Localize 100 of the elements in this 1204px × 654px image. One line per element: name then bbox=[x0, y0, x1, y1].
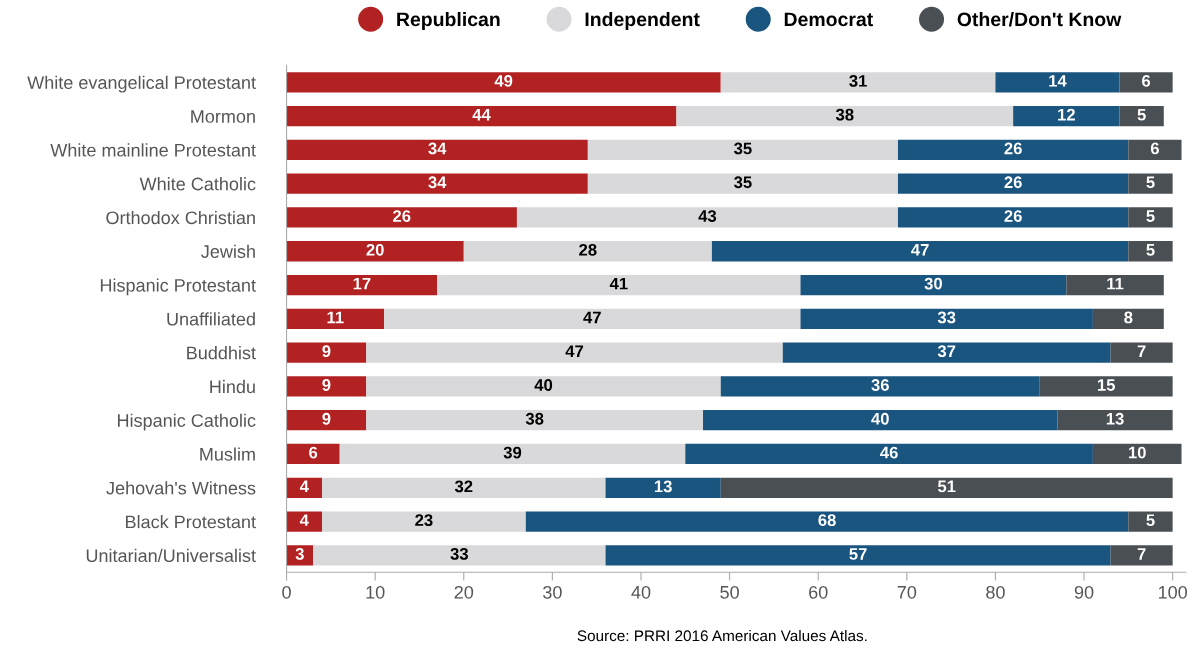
data-label: 7 bbox=[1137, 548, 1146, 560]
x-tick-label: 40 bbox=[631, 585, 651, 599]
bar bbox=[1128, 173, 1173, 194]
data-label: 68 bbox=[818, 514, 836, 527]
bar bbox=[1057, 410, 1173, 431]
x-tick-label: 100 bbox=[1158, 585, 1188, 599]
bar bbox=[1092, 443, 1182, 465]
bar bbox=[1110, 342, 1173, 363]
bar bbox=[384, 308, 801, 329]
bar bbox=[339, 443, 686, 465]
data-label: 3 bbox=[295, 548, 304, 560]
data-label: 26 bbox=[1004, 142, 1022, 155]
bar bbox=[800, 308, 1093, 329]
x-tick-label: 90 bbox=[1074, 585, 1094, 599]
x-tick-label: 30 bbox=[543, 585, 562, 599]
bar bbox=[1039, 376, 1173, 397]
bar bbox=[286, 207, 517, 228]
data-label: 10 bbox=[1128, 446, 1146, 459]
data-label: 43 bbox=[698, 210, 717, 222]
data-label: 6 bbox=[309, 446, 318, 459]
bar bbox=[1128, 241, 1173, 262]
data-label: 26 bbox=[393, 210, 411, 222]
bar bbox=[1066, 274, 1164, 296]
bar bbox=[286, 443, 340, 465]
bar bbox=[1110, 545, 1173, 566]
data-label: 51 bbox=[937, 480, 956, 493]
bar bbox=[525, 511, 1129, 532]
bar bbox=[995, 72, 1120, 93]
data-label: 35 bbox=[734, 142, 752, 155]
data-label: 46 bbox=[880, 446, 898, 459]
bar bbox=[703, 410, 1058, 431]
bar bbox=[286, 139, 588, 161]
bar bbox=[366, 342, 783, 363]
data-label: 47 bbox=[583, 311, 601, 324]
data-label: 32 bbox=[454, 480, 473, 493]
bar bbox=[286, 511, 322, 532]
bar bbox=[286, 308, 385, 329]
data-label: 23 bbox=[415, 514, 433, 527]
data-label: 33 bbox=[937, 311, 956, 324]
x-tick-label: 80 bbox=[986, 585, 1005, 599]
data-label: 31 bbox=[849, 74, 867, 87]
bar bbox=[516, 207, 898, 228]
data-label: 9 bbox=[322, 345, 331, 358]
data-label: 5 bbox=[1146, 514, 1155, 527]
x-tick-label: 70 bbox=[897, 585, 917, 599]
bar bbox=[711, 241, 1129, 262]
data-label: 20 bbox=[366, 243, 384, 256]
bar bbox=[605, 545, 1111, 566]
y-tick-label: Muslim bbox=[200, 447, 255, 461]
data-label: 49 bbox=[494, 74, 513, 87]
bar bbox=[286, 342, 367, 363]
legend-label: Other/Don't Know bbox=[957, 11, 1122, 27]
bar bbox=[720, 72, 996, 93]
data-label: 9 bbox=[322, 379, 331, 391]
bar bbox=[322, 511, 526, 532]
data-label: 9 bbox=[322, 412, 331, 425]
data-label: 47 bbox=[565, 345, 584, 357]
y-tick-label: White Catholic bbox=[139, 177, 256, 191]
y-tick-label: Unaffiliated bbox=[167, 312, 255, 326]
legend-label: Republican bbox=[397, 11, 500, 31]
data-label: 57 bbox=[849, 548, 867, 560]
data-label: 34 bbox=[428, 176, 447, 189]
data-label: 34 bbox=[428, 142, 447, 155]
bar bbox=[286, 173, 588, 194]
data-label: 5 bbox=[1146, 244, 1155, 256]
data-label: 33 bbox=[450, 548, 469, 560]
data-label: 17 bbox=[353, 277, 371, 290]
bar bbox=[437, 274, 801, 296]
bar bbox=[897, 207, 1129, 228]
data-label: 6 bbox=[1142, 74, 1151, 87]
data-label: 28 bbox=[579, 243, 597, 256]
bar bbox=[286, 376, 367, 397]
legend-label: Independent bbox=[585, 11, 700, 31]
data-label: 41 bbox=[609, 277, 628, 290]
data-label: 30 bbox=[924, 277, 942, 290]
data-label: 7 bbox=[1137, 345, 1146, 357]
x-tick-label: 10 bbox=[366, 585, 385, 599]
y-tick-label: Unitarian/Universalist bbox=[86, 548, 256, 563]
y-tick-label: Buddhist bbox=[187, 346, 256, 360]
bar bbox=[587, 139, 898, 161]
data-label: 8 bbox=[1124, 311, 1133, 324]
bar bbox=[463, 241, 712, 262]
bar bbox=[313, 545, 606, 566]
x-tick-label: 60 bbox=[809, 585, 828, 599]
bar bbox=[286, 274, 438, 296]
data-label: 13 bbox=[1106, 412, 1124, 425]
data-label: 26 bbox=[1004, 176, 1022, 189]
bar bbox=[800, 274, 1067, 296]
data-label: 38 bbox=[835, 108, 854, 121]
data-label: 37 bbox=[937, 345, 956, 358]
y-tick-label: Hispanic Protestant bbox=[100, 278, 256, 296]
bar bbox=[1092, 308, 1164, 329]
data-label: 6 bbox=[1150, 142, 1159, 155]
bar bbox=[286, 477, 322, 498]
legend-label: Democrat bbox=[784, 12, 873, 27]
bar bbox=[720, 477, 1173, 498]
data-label: 26 bbox=[1004, 210, 1022, 222]
bar bbox=[587, 173, 898, 194]
bar bbox=[1013, 105, 1120, 127]
bar bbox=[286, 105, 677, 127]
